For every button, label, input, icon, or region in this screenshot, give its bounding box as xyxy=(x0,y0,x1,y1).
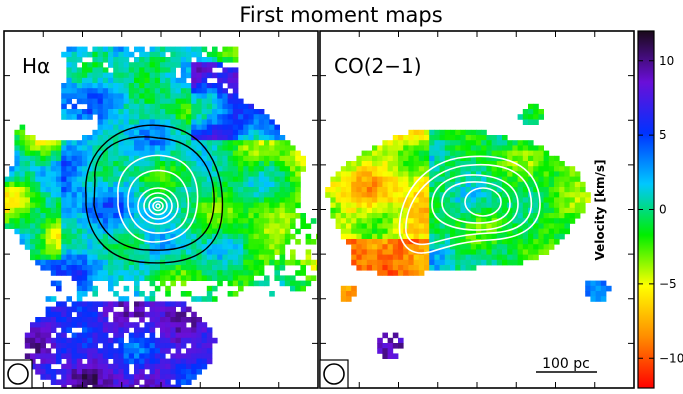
figure-title: First moment maps xyxy=(239,3,442,27)
panel-halpha: Hα xyxy=(3,30,319,389)
scale-bar: 100 pc xyxy=(536,356,597,373)
co21-contours xyxy=(398,155,541,254)
colorbar-tick-label: 10 xyxy=(659,54,674,68)
halpha-contours xyxy=(85,124,224,264)
halpha-axis-ticks xyxy=(4,31,318,388)
colorbar-tick-label: −10 xyxy=(659,351,683,365)
halpha-panel-label: Hα xyxy=(22,54,50,78)
co21-beam xyxy=(319,359,349,389)
co21-axis-ticks xyxy=(320,31,634,388)
scale-bar-label: 100 pc xyxy=(542,356,590,372)
colorbar-tick-label: 5 xyxy=(659,128,667,142)
colorbar-label: Velocity [km/s] xyxy=(593,159,607,260)
colorbar-ticks: 10 5 0 −5 −10 xyxy=(638,54,683,365)
colorbar: 10 5 0 −5 −10 Velocity [km/s] xyxy=(593,30,683,389)
colorbar-tick-label: −5 xyxy=(659,277,677,291)
colorbar-tick-label: 0 xyxy=(659,203,667,217)
halpha-beam xyxy=(3,359,33,389)
co21-panel-label: CO(2−1) xyxy=(334,54,422,78)
colorbar-gradient xyxy=(638,31,654,388)
panel-co21: CO(2−1) 100 pc xyxy=(319,30,635,389)
